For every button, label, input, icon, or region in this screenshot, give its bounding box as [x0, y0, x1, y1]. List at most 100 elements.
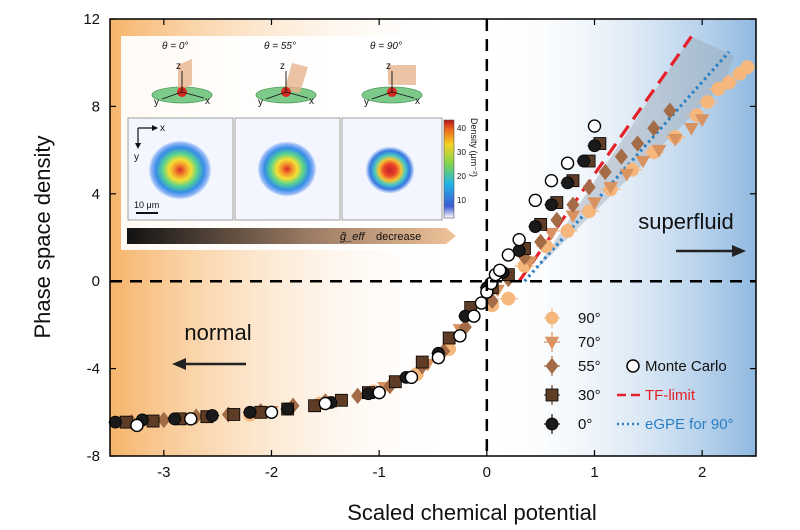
scale-bar-label: 10 μm — [134, 200, 159, 210]
normal-label: normal — [184, 320, 251, 345]
x-tick-label: 0 — [483, 464, 491, 481]
data-point — [598, 163, 612, 181]
superfluid-label: superfluid — [638, 209, 733, 234]
monte-carlo-point — [544, 173, 559, 188]
legend-marker-monte-carlo — [626, 359, 640, 373]
superfluid-region-background — [486, 19, 756, 456]
monte-carlo-point — [404, 370, 419, 385]
data-point — [528, 220, 542, 233]
legend-marker — [545, 388, 559, 402]
monte-carlo-point — [512, 232, 526, 247]
axis-y-label: y — [364, 97, 369, 108]
axis-z-label: z — [280, 61, 285, 72]
data-point — [534, 233, 548, 251]
data-point — [619, 168, 635, 182]
image-axes-icon: x y — [134, 123, 165, 163]
data-point — [545, 198, 558, 212]
axis-z-label: z — [386, 61, 391, 72]
legend-label: 0° — [578, 416, 592, 433]
angle-label-90: θ = 90° — [370, 41, 402, 52]
colorbar-tick-label: 10 — [457, 196, 466, 205]
colorbar-tick-label: 30 — [457, 148, 466, 157]
monte-carlo-point — [528, 193, 542, 208]
data-point — [577, 154, 591, 168]
data-point — [647, 120, 661, 137]
data-point — [243, 405, 257, 419]
data-point — [635, 155, 651, 169]
data-point — [603, 182, 618, 195]
data-point — [566, 196, 580, 213]
legend-label: 55° — [578, 358, 601, 375]
legend-label: 90° — [578, 310, 601, 327]
gradient-label: g̃_eff — [340, 231, 365, 243]
data-point — [146, 414, 160, 428]
x-tick-label: -2 — [265, 464, 278, 481]
data-point — [442, 331, 456, 345]
data-point — [588, 139, 601, 153]
data-point — [335, 393, 348, 407]
image-axis-x: x — [160, 123, 165, 134]
y-tick-label: 8 — [92, 98, 100, 115]
monte-carlo-point — [318, 396, 333, 411]
density-image-90 — [341, 117, 443, 221]
data-point — [667, 133, 683, 147]
x-tick-label: 1 — [590, 464, 598, 481]
y-tick-label: 4 — [92, 186, 100, 203]
data-point — [700, 95, 715, 109]
legend-item-55deg: 55° — [544, 356, 601, 376]
x-tick-label: -3 — [157, 464, 170, 481]
monte-carlo-point — [130, 418, 144, 433]
legend-item-monte-carlo: Monte Carlo — [626, 358, 727, 375]
right-arrow-icon — [676, 245, 746, 257]
dipole-plane-icon — [388, 65, 416, 85]
data-point — [582, 179, 596, 196]
axis-y-label: y — [258, 97, 263, 108]
data-point — [388, 375, 402, 389]
data-point — [108, 415, 122, 429]
monte-carlo-point — [493, 263, 507, 277]
data-point — [711, 82, 726, 96]
data-point — [614, 148, 628, 165]
y-tick-label: 0 — [92, 273, 100, 290]
data-point — [168, 412, 182, 426]
data-point — [561, 176, 574, 190]
interaction-gradient-bar — [127, 228, 456, 244]
y-tick-label: -8 — [87, 448, 100, 465]
legend-label-tf-limit: TF-limit — [645, 387, 696, 404]
angle-label-55: θ = 55° — [264, 41, 296, 52]
orientation-diagram-90: z x y θ = 90° — [361, 41, 423, 108]
data-point — [157, 411, 171, 429]
colorbar-ticks: 40 30 20 10 — [457, 124, 466, 205]
monte-carlo-point — [467, 309, 481, 323]
colorbar-tick-label: 20 — [457, 172, 466, 181]
dipole-plane-icon — [178, 59, 192, 91]
legend-item-egpe: eGPE for 90° — [617, 416, 734, 433]
legend-label: 30° — [578, 387, 601, 404]
density-image-0 — [127, 117, 234, 221]
colorbar — [443, 119, 455, 219]
legend-item-0deg: 0° — [544, 414, 592, 434]
density-image-55 — [234, 117, 341, 221]
data-point — [550, 211, 564, 229]
legend-marker — [545, 417, 559, 431]
legend-label-egpe: eGPE for 90° — [645, 416, 734, 433]
axis-x-label: x — [415, 96, 420, 107]
legend-item-70deg: 70° — [544, 332, 601, 352]
monte-carlo-point — [184, 412, 198, 426]
image-axis-y: y — [134, 152, 139, 163]
monte-carlo-point — [587, 119, 602, 133]
data-points — [108, 60, 758, 433]
legend-left-column: 90° 70° 55° 30° 0° — [544, 308, 601, 434]
inset-panel: z x y θ = 0° z x y θ = 55° z x y — [121, 36, 479, 250]
data-point — [415, 355, 429, 369]
colorbar-label: Density (μm⁻²) — [469, 118, 479, 177]
y-tick-label: 12 — [83, 11, 100, 28]
y-tick-label: -4 — [87, 361, 100, 378]
data-point — [663, 102, 677, 119]
data-point — [227, 408, 241, 421]
orientation-diagram-0: z x y θ = 0° — [151, 41, 213, 108]
angle-label-0: θ = 0° — [162, 41, 188, 52]
left-arrow-icon — [172, 358, 246, 370]
